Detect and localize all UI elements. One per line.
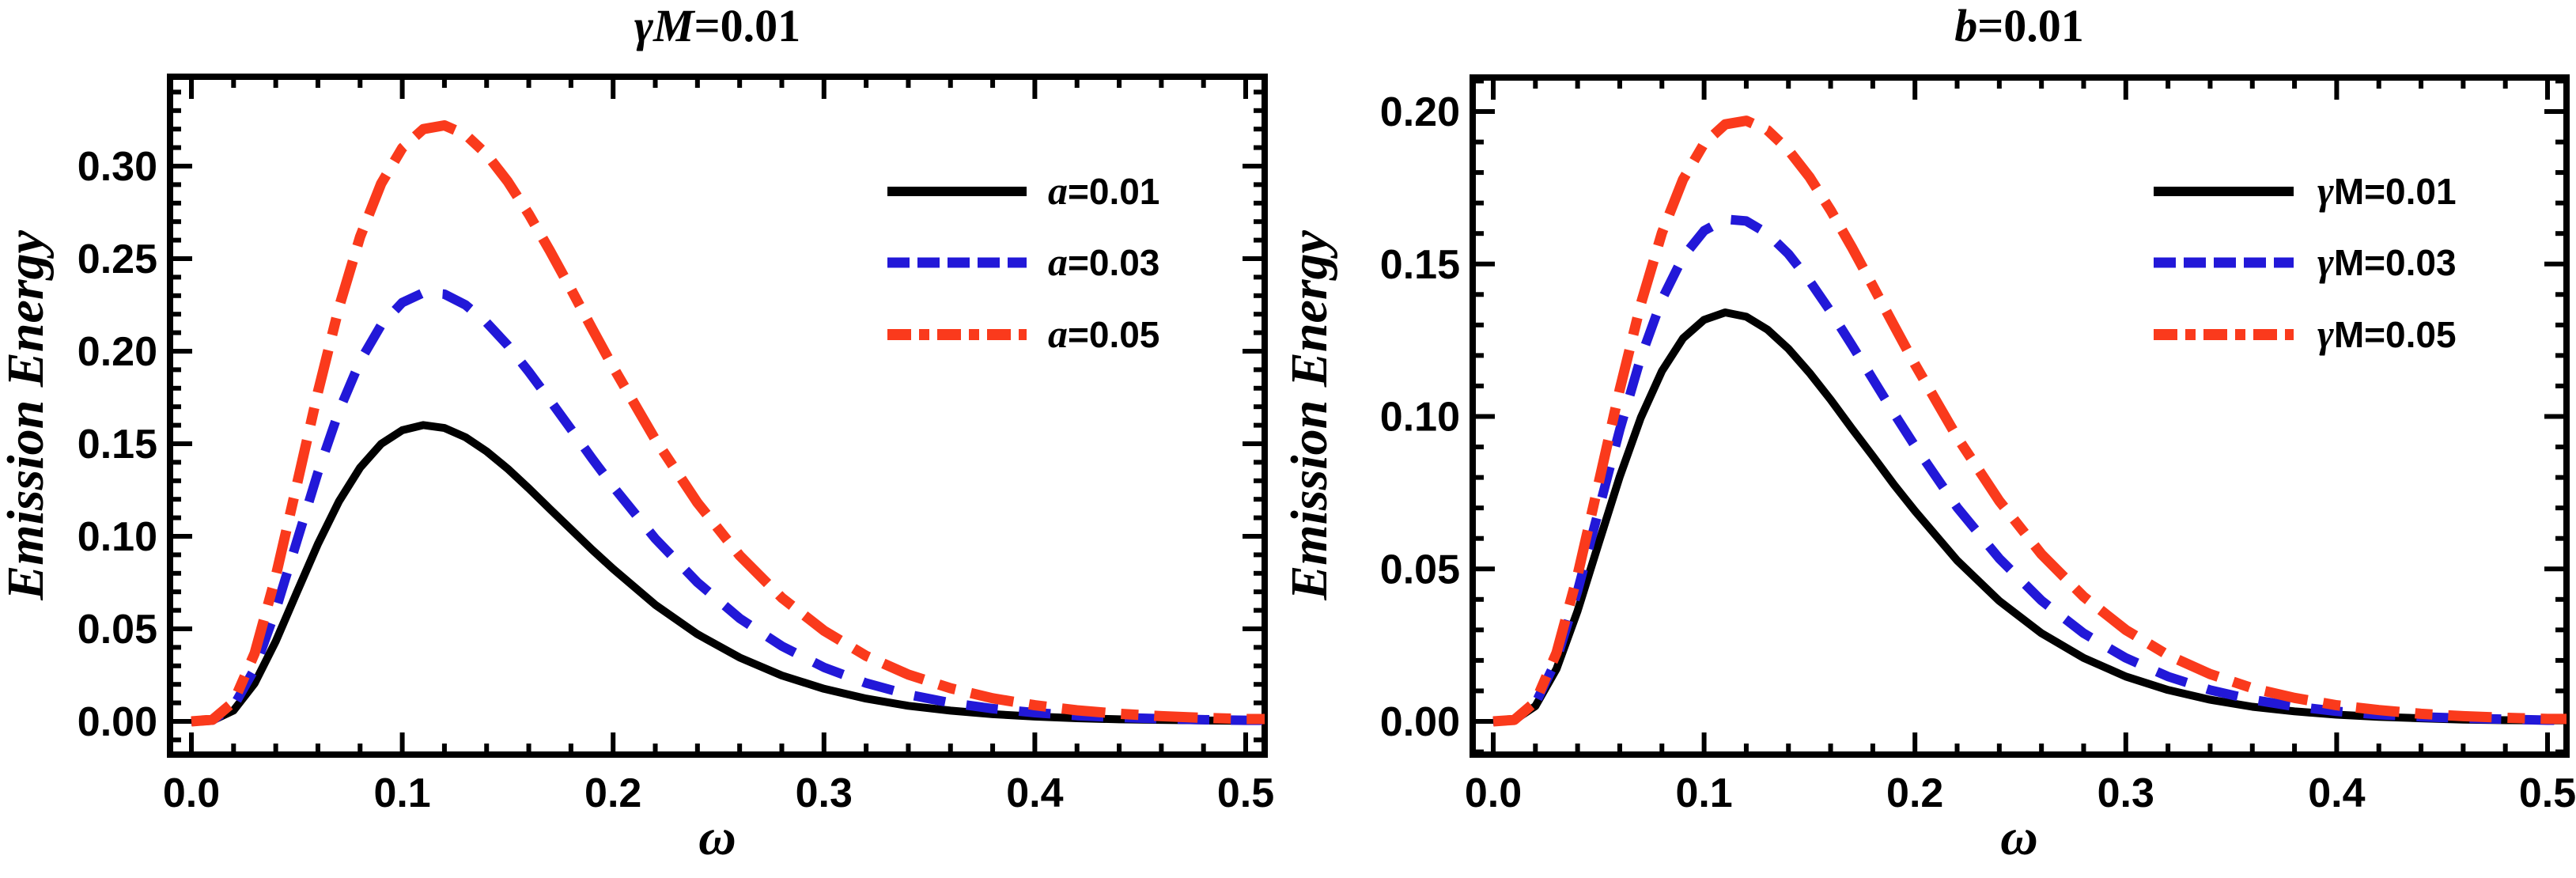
x-tick-label: 0.3 xyxy=(2097,770,2154,816)
x-tick-label: 0.4 xyxy=(1006,770,1063,816)
series-curve-1 xyxy=(191,288,1265,726)
y-axis-label: Emission Energy xyxy=(0,229,55,600)
plot-frame xyxy=(1470,74,2570,758)
chart-title: γM=0.01 xyxy=(634,0,800,51)
series-curve-0 xyxy=(1492,308,2567,725)
x-tick-label: 0.0 xyxy=(163,770,220,816)
y-tick-label: 0.25 xyxy=(78,237,157,282)
y-tick-label: 0.20 xyxy=(78,329,157,375)
x-axis-label: ω xyxy=(698,808,736,866)
legend-label-2: γM=0.05 xyxy=(2317,312,2457,356)
y-tick-label: 0.00 xyxy=(78,699,157,745)
x-tick-label: 0.2 xyxy=(584,770,641,816)
x-tick-label: 0.5 xyxy=(1217,770,1274,816)
y-tick-label: 0.15 xyxy=(78,422,157,467)
y-axis-label: Emission Energy xyxy=(1288,229,1338,600)
x-tick-label: 0.3 xyxy=(796,770,853,816)
x-tick-label: 0.4 xyxy=(2308,770,2365,816)
x-tick-label: 0.2 xyxy=(1886,770,1943,816)
legend-label-1: γM=0.03 xyxy=(2317,240,2457,284)
series-curve-0 xyxy=(191,421,1265,725)
legend-label-2: a=0.05 xyxy=(1048,312,1159,356)
y-tick-label: 0.10 xyxy=(78,514,157,560)
y-tick-label: 0.10 xyxy=(1380,395,1460,441)
legend-label-1: a=0.03 xyxy=(1048,240,1159,284)
chart-title: b=0.01 xyxy=(1954,0,2084,51)
x-tick-label: 0.0 xyxy=(1465,770,1522,816)
right-panel-chart: 0.0 0.1 0.2 0.3 0.4 0.5 0.00 0.05 0.10 0.15 0.20 γM… xyxy=(1288,0,2576,866)
legend-label-0: a=0.01 xyxy=(1048,168,1159,213)
y-tick-label: 0.05 xyxy=(1380,547,1460,592)
x-tick-label: 0.5 xyxy=(2519,770,2576,816)
series-curve-2 xyxy=(191,120,1265,727)
y-tick-label: 0.30 xyxy=(78,144,157,190)
left-panel-chart: 0.0 0.1 0.2 0.3 0.4 0.5 0.00 0.05 0.10 0.15 0.20 0.… xyxy=(0,0,1274,866)
y-tick-label: 0.00 xyxy=(1380,699,1460,745)
legend-label-0: γM=0.01 xyxy=(2317,168,2457,213)
series-curve-2 xyxy=(1492,115,2567,727)
x-tick-label: 0.1 xyxy=(1675,770,1732,816)
x-tick-label: 0.1 xyxy=(373,770,430,816)
y-tick-label: 0.05 xyxy=(78,607,157,653)
series-curve-1 xyxy=(1492,214,2567,726)
x-axis-label: ω xyxy=(2000,808,2038,866)
y-tick-label: 0.15 xyxy=(1380,242,1460,288)
y-tick-label: 0.20 xyxy=(1380,89,1460,135)
plot-frame xyxy=(167,74,1268,758)
